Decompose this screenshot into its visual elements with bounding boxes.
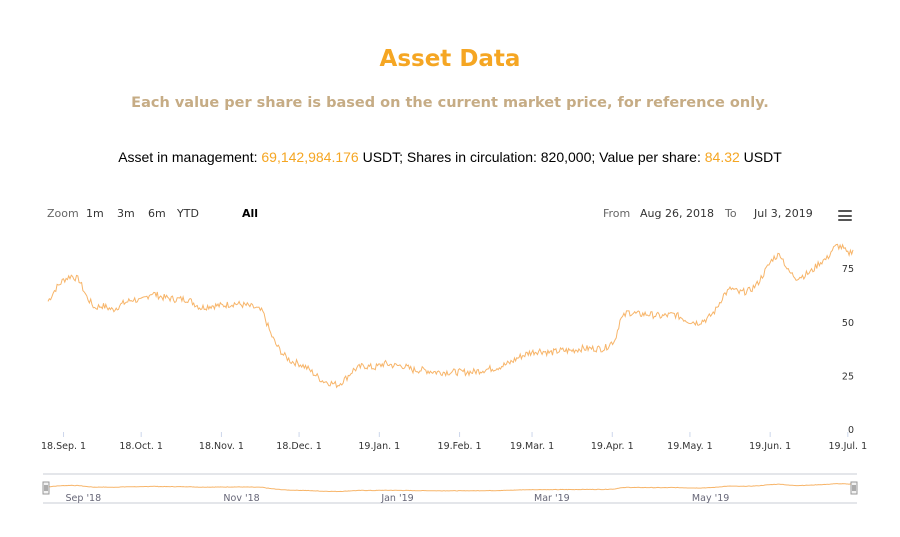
hamburger-menu-icon[interactable]	[838, 210, 852, 221]
navigator-label: Jan '19	[380, 493, 413, 504]
navigator-handle-left[interactable]	[42, 481, 50, 495]
aum-unit: USDT; Shares in circulation: 820,000; Va…	[358, 149, 705, 165]
zoom-label: Zoom	[47, 207, 79, 220]
x-tick-label: 19.Jul. 1	[828, 441, 867, 452]
x-tick-label: 19.Feb. 1	[438, 441, 482, 452]
navigator-label: Mar '19	[534, 493, 570, 504]
x-tick-label: 18.Sep. 1	[41, 441, 86, 452]
to-date-input[interactable]: Jul 3, 2019	[754, 207, 813, 220]
value-per-share: 84.32	[704, 149, 740, 165]
x-tick-label: 18.Oct. 1	[119, 441, 163, 452]
zoom-3m-button[interactable]: 3m	[117, 207, 135, 220]
navigator-series-line	[47, 483, 854, 493]
x-tick-label: 18.Dec. 1	[276, 441, 322, 452]
vps-unit: USDT	[739, 149, 782, 165]
navigator-label: May '19	[692, 493, 729, 504]
asset-info: Asset in management: 69,142,984.176 USDT…	[0, 149, 900, 165]
y-axis: 0 25 50 75	[842, 264, 854, 436]
x-tick-label: 18.Nov. 1	[199, 441, 244, 452]
from-label: From	[603, 207, 631, 220]
x-tick-label: 19.Apr. 1	[591, 441, 634, 452]
y-tick-label: 0	[848, 425, 854, 436]
navigator-label: Nov '18	[223, 493, 259, 504]
series-line	[47, 243, 854, 389]
aum-value: 69,142,984.176	[261, 149, 359, 165]
y-tick-label: 25	[842, 371, 854, 382]
navigator-label: Sep '18	[66, 493, 102, 504]
x-axis: 18.Sep. 1 18.Oct. 1 18.Nov. 1 18.Dec. 1 19.J…	[41, 431, 867, 452]
from-date-input[interactable]: Aug 26, 2018	[640, 207, 714, 220]
navigator-handle-right[interactable]	[850, 481, 858, 495]
x-tick-label: 19.May. 1	[667, 441, 712, 452]
x-tick-label: 19.Jun. 1	[749, 441, 791, 452]
to-label: To	[725, 207, 737, 220]
navigator-labels: Sep '18 Nov '18 Jan '19 Mar '19 May '19	[66, 493, 730, 504]
navigator: Sep '18 Nov '18 Jan '19 Mar '19 May '19	[42, 473, 858, 504]
zoom-6m-button[interactable]: 6m	[148, 207, 166, 220]
y-tick-label: 75	[842, 264, 854, 275]
x-tick-label: 19.Jan. 1	[358, 441, 400, 452]
zoom-ytd-button[interactable]: YTD	[177, 207, 199, 220]
zoom-1m-button[interactable]: 1m	[86, 207, 104, 220]
aum-label: Asset in management:	[118, 149, 262, 165]
page-subtitle: Each value per share is based on the cur…	[131, 95, 769, 111]
x-tick-label: 19.Mar. 1	[510, 441, 554, 452]
zoom-all-button[interactable]: All	[242, 207, 259, 220]
page-title: Asset Data	[379, 46, 521, 72]
y-tick-label: 50	[842, 318, 854, 329]
